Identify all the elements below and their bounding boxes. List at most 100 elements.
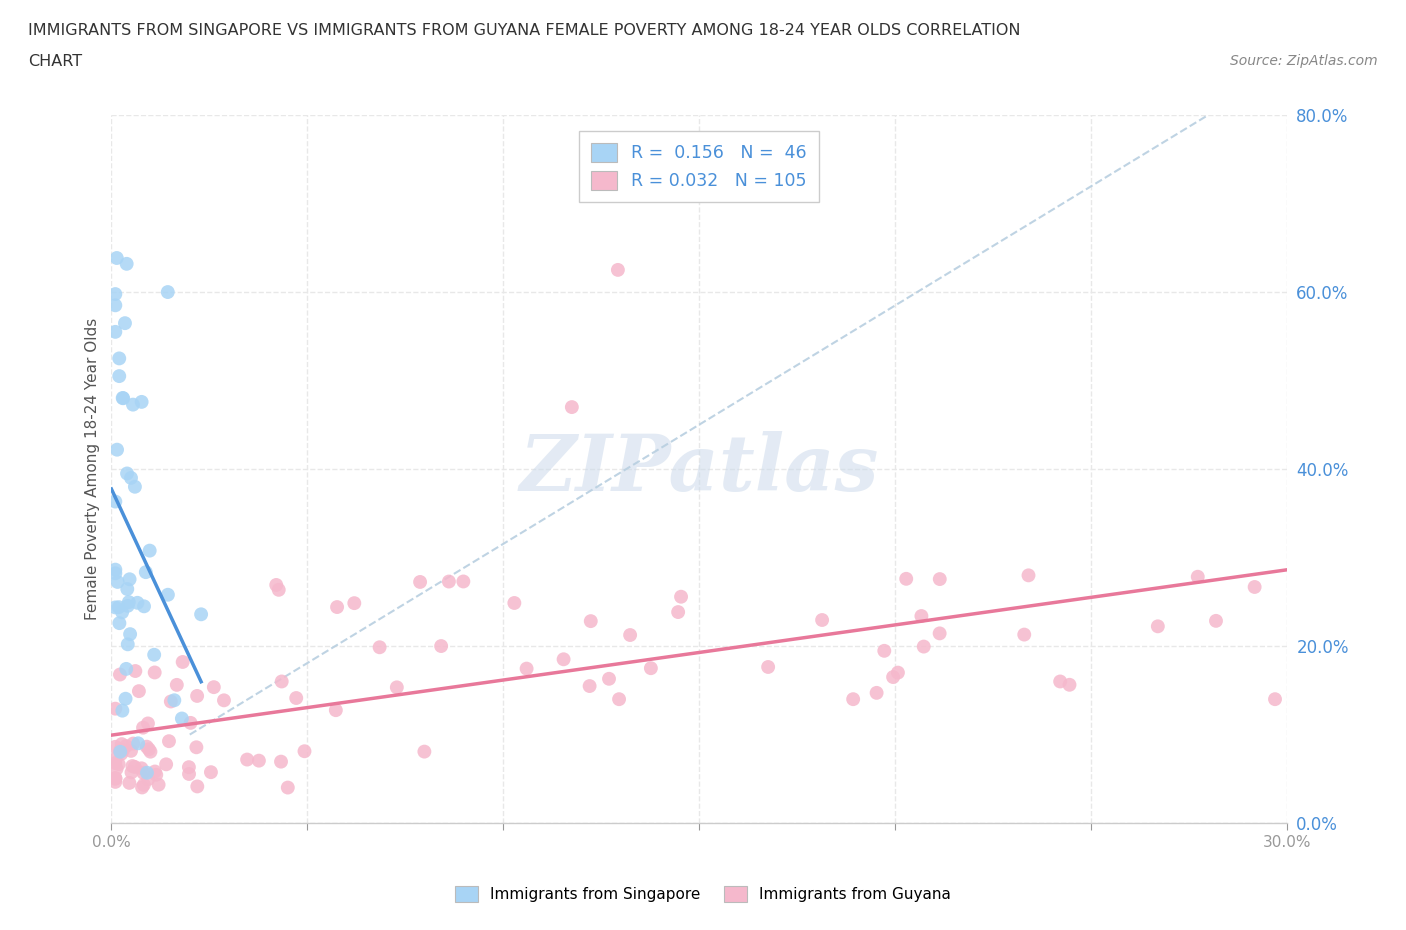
Point (110, 747, 132, 762)
Point (619, 628, 641, 643)
Point (148, 777, 170, 792)
Point (104, 755, 127, 770)
Point (104, 739, 127, 754)
Point (277, 780, 299, 795)
Point (177, 760, 200, 775)
Point (108, 351, 131, 365)
Point (453, 574, 475, 589)
Point (104, 771, 127, 786)
Point (104, 771, 127, 786)
Point (143, 647, 166, 662)
Point (325, 703, 347, 718)
Point (122, 397, 145, 412)
Point (578, 679, 600, 694)
Point (131, 780, 153, 795)
Point (561, 400, 583, 415)
Point (132, 720, 155, 735)
Point (120, 743, 142, 758)
Point (128, 684, 150, 698)
Point (247, 753, 270, 768)
Point (928, 626, 950, 641)
Point (1018, 568, 1040, 583)
Point (202, 680, 225, 695)
Point (111, 703, 134, 718)
Point (104, 325, 127, 339)
Point (156, 588, 179, 603)
Point (640, 660, 662, 675)
Point (111, 743, 134, 758)
Point (177, 766, 200, 781)
Point (553, 652, 575, 667)
Point (887, 665, 910, 680)
Point (104, 600, 127, 615)
Point (811, 613, 834, 628)
Point (186, 779, 208, 794)
Point (121, 764, 143, 779)
Legend: Immigrants from Singapore, Immigrants from Guyana: Immigrants from Singapore, Immigrants fr… (449, 880, 957, 909)
Point (122, 737, 145, 751)
Point (108, 743, 131, 758)
Point (842, 692, 865, 707)
Point (136, 716, 159, 731)
Point (138, 742, 160, 757)
Point (1049, 674, 1071, 689)
Point (118, 572, 141, 587)
Point (124, 479, 146, 494)
Point (108, 667, 131, 682)
Point (136, 772, 159, 787)
Point (121, 759, 143, 774)
Point (132, 765, 155, 780)
Point (115, 738, 138, 753)
Point (111, 604, 134, 619)
Point (117, 581, 139, 596)
Point (135, 565, 157, 579)
Text: IMMIGRANTS FROM SINGAPORE VS IMMIGRANTS FROM GUYANA FEMALE POVERTY AMONG 18-24 Y: IMMIGRANTS FROM SINGAPORE VS IMMIGRANTS … (28, 23, 1021, 38)
Point (131, 761, 153, 776)
Point (385, 680, 408, 695)
Point (104, 494, 127, 509)
Point (756, 659, 779, 674)
Point (669, 590, 692, 604)
Point (127, 736, 149, 751)
Point (236, 752, 259, 767)
Point (368, 640, 391, 655)
Point (1147, 618, 1170, 633)
Point (326, 600, 349, 615)
Point (1264, 692, 1286, 707)
Point (294, 744, 316, 759)
Point (270, 674, 292, 689)
Point (912, 639, 935, 654)
Point (124, 664, 146, 679)
Point (910, 608, 932, 623)
Point (270, 754, 292, 769)
Point (1187, 569, 1209, 584)
Point (107, 757, 129, 772)
Point (190, 607, 212, 622)
Point (132, 599, 155, 614)
Point (606, 262, 628, 277)
Point (212, 693, 235, 708)
Point (112, 391, 135, 405)
Y-axis label: Female Poverty Among 18-24 Year Olds: Female Poverty Among 18-24 Year Olds (86, 318, 100, 620)
Legend: R =  0.156   N =  46, R = 0.032   N = 105: R = 0.156 N = 46, R = 0.032 N = 105 (579, 131, 818, 203)
Point (865, 685, 887, 700)
Point (896, 571, 918, 586)
Point (111, 391, 134, 405)
Point (516, 661, 538, 676)
Point (598, 671, 620, 686)
Point (666, 604, 689, 619)
Point (143, 665, 166, 680)
Point (104, 775, 127, 790)
Point (104, 701, 127, 716)
Point (104, 286, 127, 301)
Point (115, 661, 138, 676)
Point (105, 762, 128, 777)
Point (118, 776, 141, 790)
Point (430, 639, 453, 654)
Point (1243, 579, 1265, 594)
Point (437, 574, 460, 589)
Point (120, 471, 142, 485)
Point (139, 744, 162, 759)
Point (166, 677, 188, 692)
Point (186, 740, 208, 755)
